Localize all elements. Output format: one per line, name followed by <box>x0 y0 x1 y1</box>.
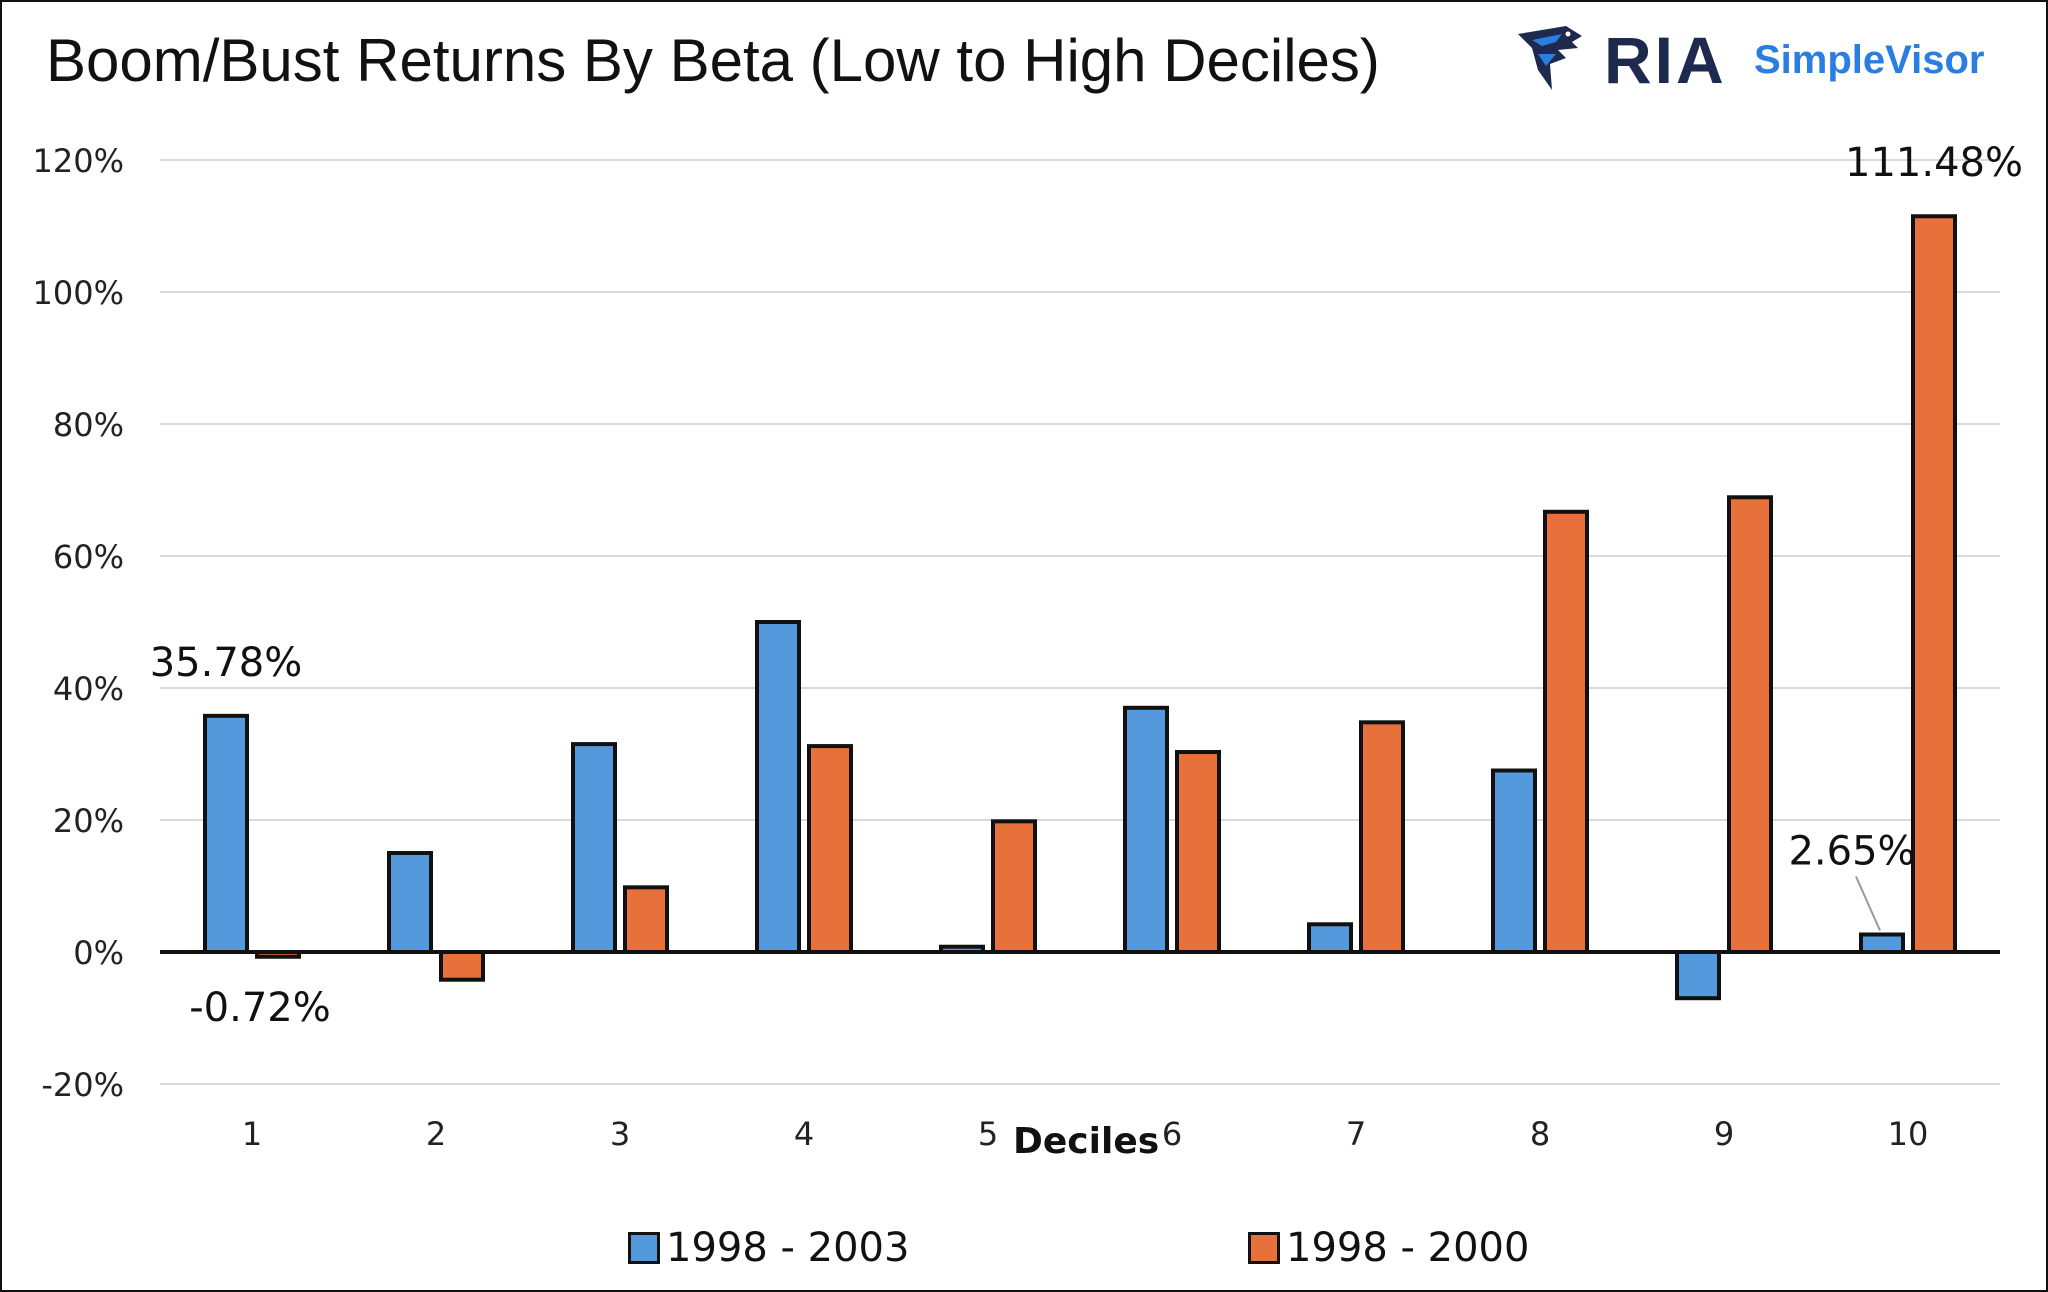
bar-series-2-decile-2 <box>439 950 485 982</box>
x-tick-label: 6 <box>1162 1115 1182 1153</box>
data-label: 2.65% <box>1788 829 1915 875</box>
x-tick-label: 2 <box>426 1115 446 1153</box>
y-tick-label: -20% <box>41 1066 124 1104</box>
legend-label-series-1: 1998 - 2003 <box>666 1225 910 1271</box>
x-tick-label: 4 <box>794 1115 814 1153</box>
bar-series-2-decile-10 <box>1911 214 1957 954</box>
data-label: 111.48% <box>1845 140 2023 186</box>
bar-series-2-decile-5 <box>991 819 1037 954</box>
bar-series-2-decile-7 <box>1359 720 1405 954</box>
bar-series-1-decile-9 <box>1675 950 1721 1001</box>
bar-series-2-decile-3 <box>623 885 669 955</box>
x-axis-title: Deciles <box>1013 1121 1160 1162</box>
bar-series-1-decile-6 <box>1123 705 1169 954</box>
bar-series-2-decile-4 <box>807 744 853 955</box>
x-tick-label: 8 <box>1530 1115 1550 1153</box>
bars <box>203 214 1957 1001</box>
x-tick-label: 7 <box>1346 1115 1366 1153</box>
data-label-annotations: 35.78% -0.72% 2.65% 111.48% <box>150 140 2023 1031</box>
bar-series-1-decile-10 <box>1859 932 1905 955</box>
legend-swatch-series-2 <box>1248 1232 1280 1264</box>
x-tick-label: 1 <box>242 1115 262 1153</box>
logo-brand-text: RIA <box>1604 23 1727 97</box>
data-label: -0.72% <box>189 985 331 1031</box>
y-tick-label: 80% <box>53 406 124 444</box>
y-tick-label: 20% <box>53 802 124 840</box>
gridlines <box>160 159 2000 1085</box>
y-axis-tick-labels: -20% 0% 20% 40% 60% 80% 100% 120% <box>33 142 124 1104</box>
x-tick-label: 5 <box>978 1115 998 1153</box>
logo-product-text: SimpleVisor <box>1754 38 1985 82</box>
chart-title: Boom/Bust Returns By Beta (Low to High D… <box>46 27 1380 94</box>
legend-label-series-2: 1998 - 2000 <box>1286 1225 1530 1271</box>
bar-series-2-decile-9 <box>1727 495 1773 954</box>
y-tick-label: 60% <box>53 538 124 576</box>
bar-series-1-decile-3 <box>571 742 617 954</box>
y-tick-label: 120% <box>33 142 124 180</box>
y-tick-label: 0% <box>73 934 124 972</box>
x-tick-label: 9 <box>1714 1115 1734 1153</box>
y-tick-label: 40% <box>53 670 124 708</box>
bar-series-1-decile-7 <box>1307 922 1353 955</box>
y-tick-label: 100% <box>33 274 124 312</box>
eagle-icon <box>1518 26 1582 90</box>
bar-series-1-decile-4 <box>755 620 801 954</box>
legend-swatch-series-1 <box>628 1232 660 1264</box>
x-axis-tick-labels: 1 2 3 4 5 6 7 8 9 10 <box>242 1115 1929 1153</box>
ria-simplevisor-logo: RIA SimpleVisor <box>1512 20 2012 100</box>
data-label: 35.78% <box>150 640 303 686</box>
bar-series-1-decile-1 <box>203 713 249 954</box>
bar-series-1-decile-2 <box>387 851 433 954</box>
x-tick-label: 3 <box>610 1115 630 1153</box>
bar-series-2-decile-6 <box>1175 750 1221 955</box>
bar-series-1-decile-8 <box>1491 768 1537 954</box>
legend-item-series-1: 1998 - 2003 <box>628 1225 910 1271</box>
bar-series-2-decile-8 <box>1543 509 1589 954</box>
annotation-leader-line <box>1855 876 1881 931</box>
x-tick-label: 10 <box>1888 1115 1929 1153</box>
legend-item-series-2: 1998 - 2000 <box>1248 1225 1530 1271</box>
